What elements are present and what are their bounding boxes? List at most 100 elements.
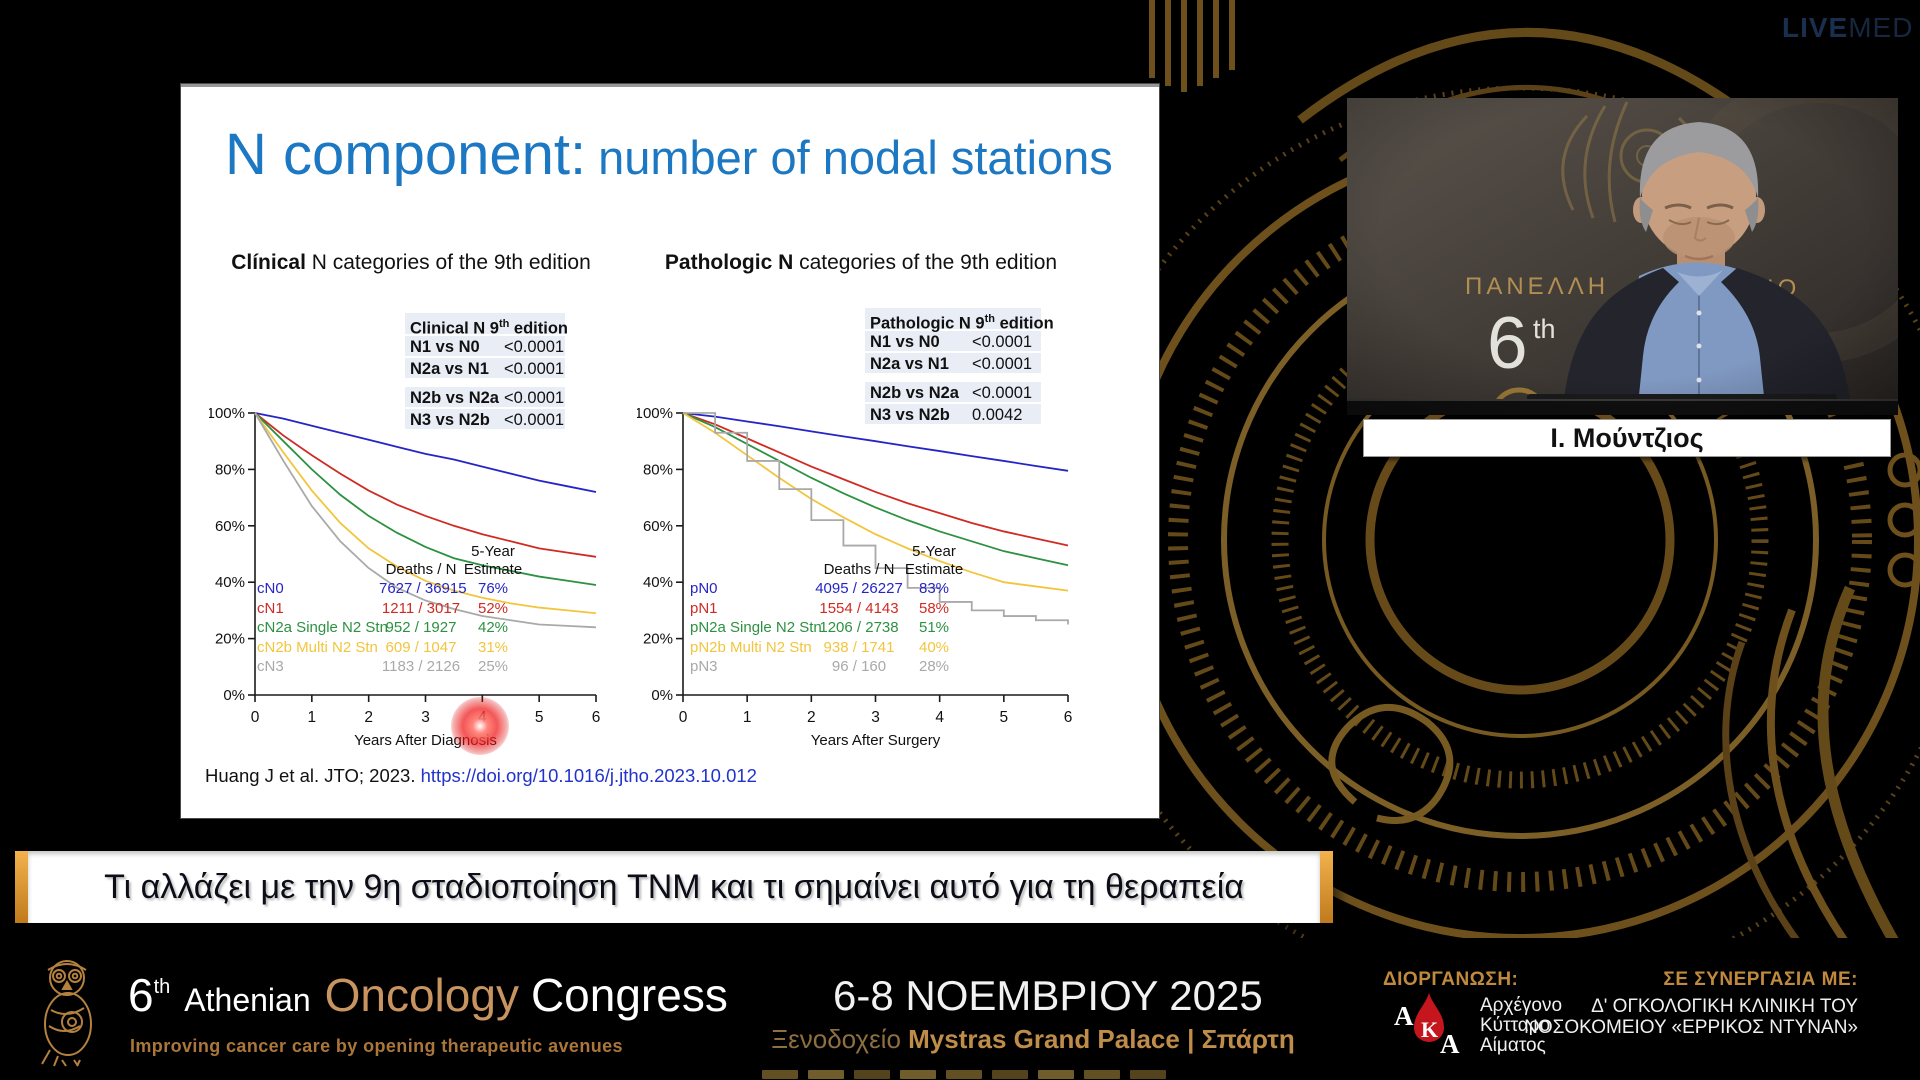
organizer-name: Αρχέγονο Κύτταρο Αίματος: [1480, 995, 1563, 1056]
clinical-subtitle-rest: N categories of the 9th edition: [305, 251, 591, 274]
stats-row: N2a vs N1 <0.0001: [865, 353, 1041, 375]
legend-row: pN3 96 / 160 28%: [690, 658, 950, 675]
congress-date: 6-8 ΝΟΕΜΒΡΙΟΥ 2025: [833, 972, 1263, 1019]
km-curve-cN3: [254, 412, 597, 629]
stats-row: N3 vs N2b <0.0001: [405, 409, 565, 431]
svg-text:2: 2: [364, 709, 373, 726]
partner-name: Δ' ΟΓΚΟΛΟΓΙΚΗ ΚΛΙΝΙΚΗ ΤΟΥ ΝΟΣΟΚΟΜΕΙΟΥ «Ε…: [1524, 996, 1858, 1038]
congress-number: 6: [128, 969, 154, 1021]
legend-row: cN2b Multi N2 Stn 609 / 1047 31%: [257, 638, 509, 656]
legend-row: cN3 1183 / 2126 25%: [257, 658, 509, 675]
svg-text:0: 0: [251, 709, 260, 726]
livemed-logo: LIVEMED: [1782, 12, 1913, 44]
pathologic-km-chart: 0% 20% 40% 60% 80% 100% 0 1 2 3 4 5 6 Years After Sur…: [635, 403, 1102, 758]
svg-text:3: 3: [871, 709, 880, 726]
legend-row: pN1 1554 / 4143 58%: [690, 599, 950, 617]
legend-row: pN2a Single N2 Stn 1206 / 2738 51%: [690, 619, 950, 636]
aka-logo: A K A: [1394, 993, 1464, 1062]
speaker-name-banner: Ι. Μούντζιος: [1363, 419, 1891, 457]
svg-text:80%: 80%: [643, 461, 673, 478]
congress-oncology: Oncology: [324, 969, 519, 1021]
pathologic-legend: 5-Year Deaths / N Estimate pN0 4095 / 26227 8…: [690, 543, 964, 675]
sponsor-logo-placeholder: [1130, 1070, 1166, 1079]
owl-logo: [41, 960, 92, 1067]
sponsor-logo-placeholder: [808, 1070, 844, 1079]
km-curve-cN2a Single N2 Stn: [254, 412, 597, 586]
congress-word: Congress: [530, 969, 728, 1021]
svg-text:100%: 100%: [637, 405, 673, 422]
sponsor-logo-placeholder: [1038, 1070, 1074, 1079]
svg-text:5: 5: [1000, 709, 1009, 726]
congress-tagline: Improving cancer care by opening therape…: [130, 1036, 623, 1056]
citation-text: Huang J et al. JTO; 2023.: [205, 765, 421, 786]
sponsor-strip: [762, 1070, 1166, 1079]
congress-venue: Ξενοδοχείο Mystras Grand Palace | Σπάρτη: [771, 1024, 1295, 1054]
clinical-stats-table: Clinical N 9th edition N1 vs N0 <0.0001 N2…: [405, 313, 568, 431]
legend-row: pN0 4095 / 26227 83%: [690, 580, 950, 597]
sponsor-logo-placeholder: [900, 1070, 936, 1079]
lecture-title: Τι αλλάζει με την 9η σταδιοποίηση TNM κα…: [104, 867, 1244, 906]
stats-row: N1 vs N0 <0.0001: [865, 331, 1041, 353]
legend-row: cN2a Single N2 Stn 952 / 1927 42%: [257, 619, 509, 636]
partner-label: ΣΕ ΣΥΝΕΡΓΑΣΙΑ ΜΕ:: [1663, 969, 1858, 990]
doi-link[interactable]: https://doi.org/10.1016/j.jtho.2023.10.0…: [420, 765, 757, 786]
svg-text:40%: 40%: [215, 574, 245, 591]
svg-text:100%: 100%: [209, 405, 245, 422]
svg-text:6: 6: [592, 709, 601, 726]
legend-row: cN0 7627 / 36915 76%: [257, 580, 509, 597]
km-curve-pN0: [682, 412, 1069, 472]
citation: Huang J et al. JTO; 2023. https://doi.or…: [205, 765, 757, 787]
livemed-logo-light: MED: [1848, 12, 1914, 43]
stats-row: N2b vs N2a <0.0001: [865, 382, 1041, 404]
presentation-slide: N component: number of nodal stations Clí…: [181, 84, 1159, 818]
slide-title-sub: number of nodal stations: [598, 131, 1113, 184]
svg-text:0: 0: [679, 709, 688, 726]
km-curve-pN3: [683, 412, 1069, 625]
speaker-video-feed: ΠΑΝΕΛΛΗ ΡΙΟ 6 th: [1347, 98, 1898, 415]
km-curve-cN1: [254, 412, 597, 558]
organizer-label: ΔΙΟΡΓΑΝΩΣΗ:: [1383, 969, 1519, 990]
clinical-panel-subtitle: Clínical N categories of the 9th edition: [211, 251, 611, 275]
slide-title: N component: number of nodal stations: [225, 121, 1113, 188]
svg-text:6: 6: [1064, 709, 1073, 726]
svg-text:5: 5: [535, 709, 544, 726]
svg-text:4: 4: [935, 709, 944, 726]
laser-pointer-dot: [451, 697, 509, 755]
speaker-name: Ι. Μούντζιος: [1550, 422, 1704, 453]
svg-text:20%: 20%: [643, 631, 673, 648]
svg-text:60%: 60%: [215, 518, 245, 535]
svg-text:2: 2: [807, 709, 816, 726]
svg-text:3: 3: [421, 709, 430, 726]
svg-text:20%: 20%: [215, 631, 245, 648]
svg-text:40%: 40%: [643, 574, 673, 591]
clinical-legend: 5-Year Deaths / N Estimate cN0 7627 / 36915 7…: [257, 543, 523, 675]
clinical-subtitle-bold: Clínical: [231, 251, 306, 274]
stats-row: N2b vs N2a <0.0001: [405, 387, 565, 409]
slide-title-main: N component:: [225, 122, 587, 187]
pathologic-stats-table: Pathologic N 9th edition N1 vs N0 <0.0001…: [865, 308, 1054, 426]
legend-row: cN1 1211 / 3017 52%: [257, 599, 509, 617]
svg-text:60%: 60%: [643, 518, 673, 535]
km-curve-cN2b Multi N2 Stn: [254, 412, 597, 615]
stats-row: N1 vs N0 <0.0001: [405, 336, 565, 358]
pathologic-subtitle-rest: categories of the 9th edition: [793, 251, 1058, 274]
km-curve-cN0: [254, 412, 597, 493]
x-axis-label: Years After Surgery: [811, 732, 941, 749]
congress-athenian: Athenian: [184, 982, 311, 1018]
svg-text:1: 1: [743, 709, 752, 726]
svg-text:0%: 0%: [223, 687, 245, 704]
legend-row: pN2b Multi N2 Stn 938 / 1741 40%: [690, 638, 950, 656]
sponsor-logo-placeholder: [854, 1070, 890, 1079]
sponsor-logo-placeholder: [1084, 1070, 1120, 1079]
blood-drop-icon: [1414, 993, 1444, 1042]
clinical-stats-header: Clinical N 9th edition: [405, 313, 568, 338]
stats-row: N3 vs N2b 0.0042: [865, 404, 1041, 426]
sponsor-logo-placeholder: [946, 1070, 982, 1079]
svg-text:0%: 0%: [651, 687, 673, 704]
svg-text:80%: 80%: [215, 461, 245, 478]
pathologic-subtitle-bold: Pathologic N: [664, 251, 794, 274]
lecture-title-banner: Τι αλλάζει με την 9η σταδιοποίηση TNM κα…: [15, 851, 1333, 923]
